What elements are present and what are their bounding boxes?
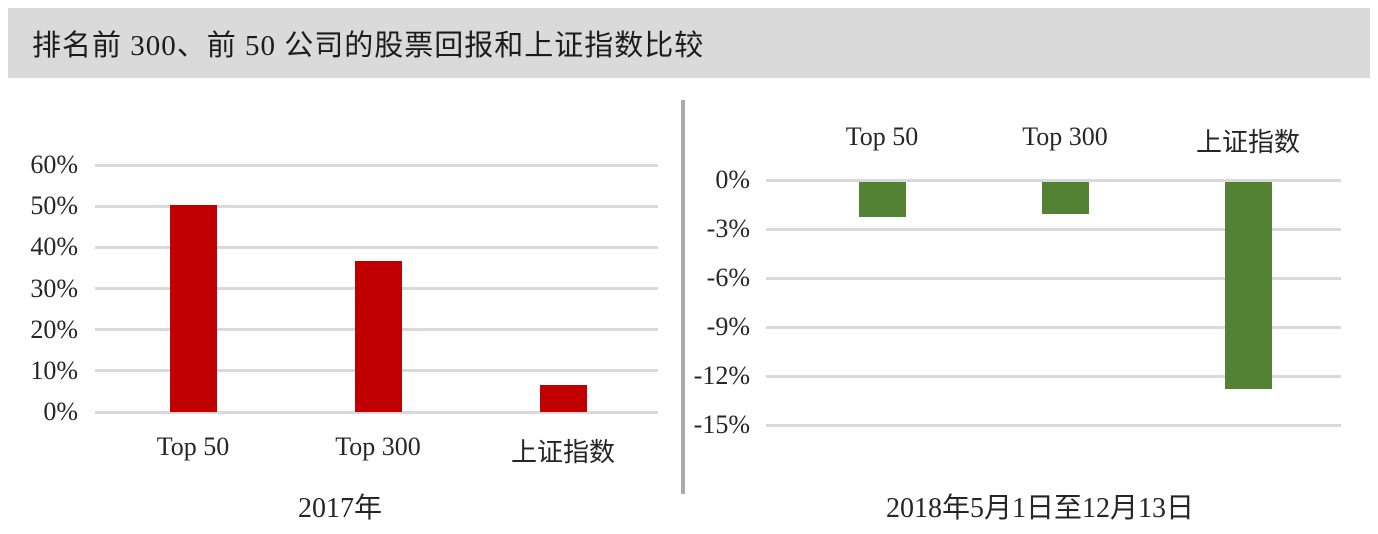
gridline — [95, 245, 658, 249]
y-axis-tick-label: 30% — [30, 273, 78, 303]
gridline — [766, 423, 1341, 427]
bar-Top 50 — [169, 204, 217, 412]
y-axis-tick-label: -12% — [693, 361, 750, 390]
left-chart-x-axis-title: 2017年 — [297, 493, 383, 524]
category-label: Top 50 — [156, 432, 230, 461]
category-label: 上证指数 — [510, 438, 616, 467]
figure-title-banner: 排名前 300、前 50 公司的股票回报和上证指数比较 — [8, 8, 1370, 78]
y-axis-tick-label: -3% — [706, 214, 750, 243]
gridline — [766, 178, 1341, 182]
gridline — [766, 227, 1341, 231]
category-label: 上证指数 — [1195, 128, 1301, 157]
bar-Top 300 — [354, 261, 402, 412]
y-axis-tick-label: 40% — [30, 232, 78, 262]
y-axis-tick-label: 20% — [30, 314, 78, 344]
bar-Top 300 — [1041, 181, 1089, 215]
bar-上证指数 — [1224, 181, 1272, 389]
right-chart-x-axis-title: 2018年5月1日至12月13日 — [885, 493, 1195, 524]
y-axis-tick-label: -9% — [706, 312, 750, 341]
gridline — [766, 325, 1341, 329]
y-axis-tick-label: 60% — [30, 150, 78, 179]
gridline — [766, 374, 1341, 378]
category-label: Top 50 — [845, 122, 919, 151]
y-axis-tick-label: 10% — [30, 355, 78, 385]
y-axis-tick-label: 50% — [30, 191, 78, 221]
category-label: Top 300 — [335, 432, 421, 461]
y-axis-tick-label: -6% — [706, 263, 750, 292]
bar-Top 50 — [858, 181, 906, 218]
y-axis-tick-label: -15% — [693, 410, 750, 439]
gridline — [95, 410, 658, 414]
y-axis-tick-label: 0% — [43, 397, 78, 426]
bar-上证指数 — [539, 384, 587, 412]
gridline — [95, 163, 658, 167]
chart-divider — [681, 100, 685, 494]
category-label: Top 300 — [1022, 122, 1108, 151]
figure-title: 排名前 300、前 50 公司的股票回报和上证指数比较 — [32, 30, 705, 62]
y-axis-tick-label: 0% — [715, 165, 750, 194]
gridline — [766, 276, 1341, 280]
gridline — [95, 204, 658, 208]
